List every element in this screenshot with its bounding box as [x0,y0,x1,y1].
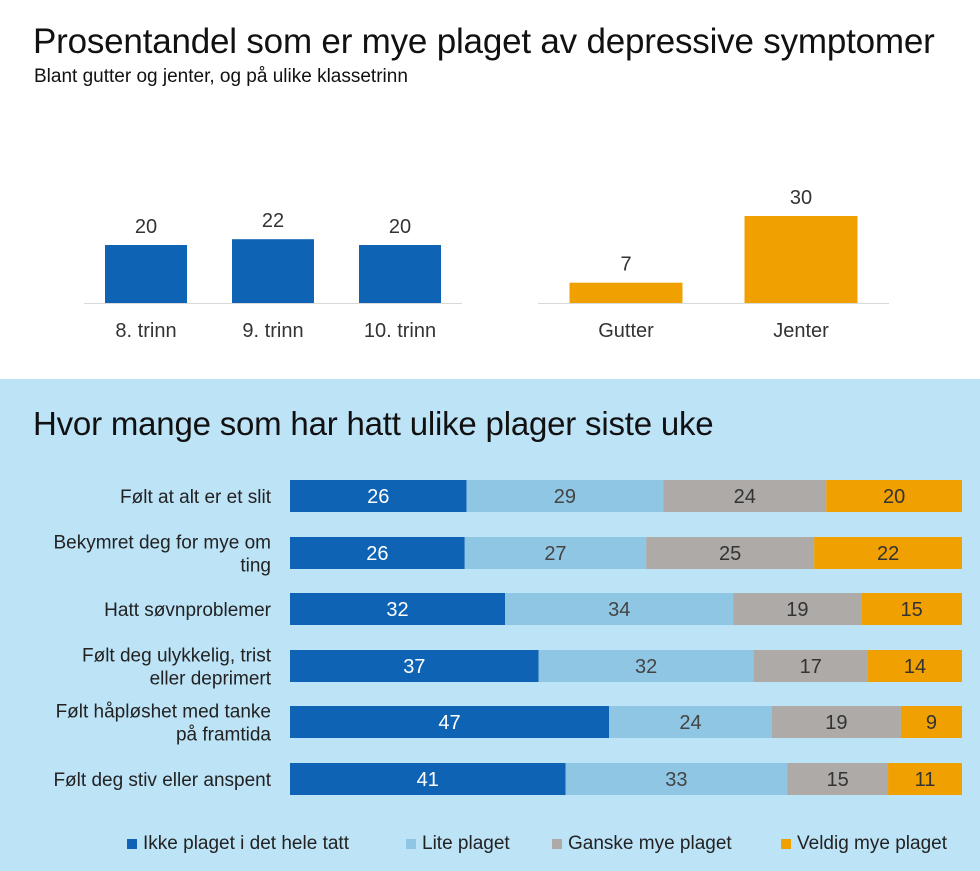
legend-item: Lite plaget [406,833,510,855]
grade-category-label: 9. trinn [242,320,303,342]
grade-bar [359,245,441,303]
gender-bar-value-label: 7 [620,254,631,276]
grade-category-label: 10. trinn [364,320,436,342]
legend-item: Veldig mye plaget [781,833,947,855]
gender-bar [744,216,858,303]
bottom-panel [0,379,980,871]
top-bar-charts: 20 8. trinn 22 9. trinn 20 10. trinn 7 Gutter 30… [84,187,889,342]
legend-swatch [781,839,791,849]
legend-label: Ganske mye plaget [568,833,732,854]
legend-swatch [127,839,137,849]
gender-bar-value-label: 30 [790,187,812,209]
legend-swatch [406,839,416,849]
legend-label: Ikke plaget i det hele tatt [143,833,349,854]
bottom-chart-title: Hvor mange som har hatt ulike plager sis… [33,405,714,442]
page-subtitle: Blant gutter og jenter, og på ulike klas… [34,66,408,87]
gender-category-label: Gutter [598,320,654,342]
legend-label: Veldig mye plaget [797,833,947,854]
grade-bar-value-label: 22 [262,210,284,232]
chart-legend: Ikke plaget i det hele tatt Lite plaget Ga… [0,833,980,863]
page-title: Prosentandel som er mye plaget av depres… [33,22,935,61]
gender-category-label: Jenter [773,320,829,342]
legend-item: Ganske mye plaget [552,833,732,855]
grade-category-label: 8. trinn [115,320,176,342]
grade-bar [232,239,314,303]
legend-item: Ikke plaget i det hele tatt [127,833,349,855]
gender-bar [569,282,683,303]
legend-label: Lite plaget [422,833,510,854]
grade-bar [105,245,187,303]
grade-bar-value-label: 20 [135,216,157,238]
grade-bar-value-label: 20 [389,216,411,238]
legend-swatch [552,839,562,849]
